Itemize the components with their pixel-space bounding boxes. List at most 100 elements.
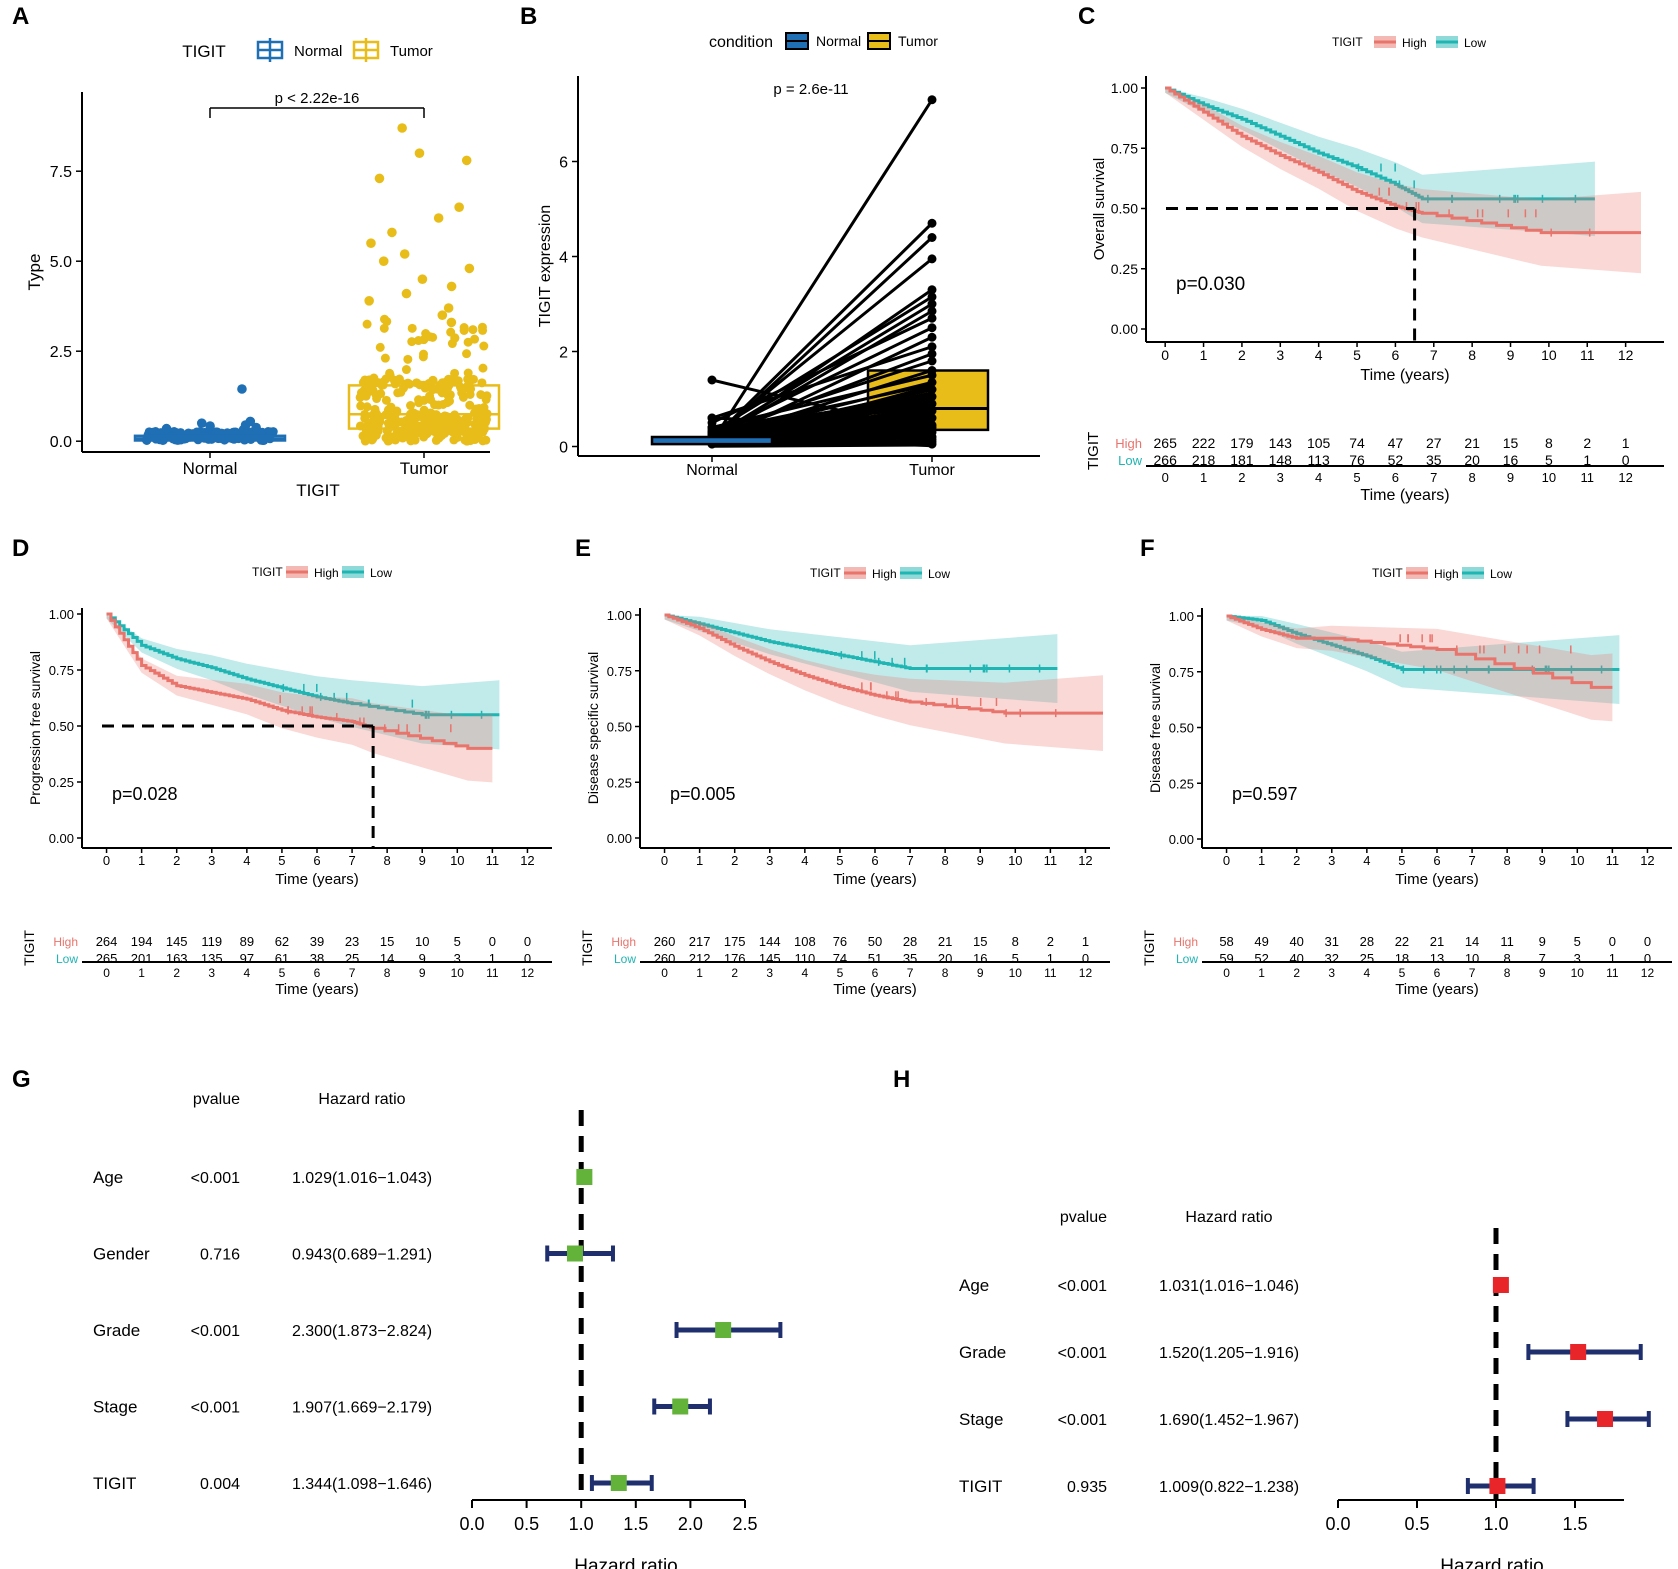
panel-label-e: E (575, 535, 591, 562)
risk-count-high: 108 (794, 934, 816, 949)
legend-label-low: Low (928, 567, 950, 581)
risk-x-tick-label: 4 (244, 966, 251, 980)
risk-count-high: 260 (654, 934, 676, 949)
pair-line (710, 98, 934, 443)
risk-label-high: High (53, 935, 78, 949)
hr-marker (1570, 1344, 1587, 1360)
risk-count-high: 9 (1539, 934, 1546, 949)
data-point (450, 368, 460, 378)
x-tick-label: 9 (1507, 347, 1515, 363)
tumor-point (927, 292, 937, 302)
data-point (412, 428, 422, 438)
risk-count-low: 10 (1465, 951, 1479, 966)
risk-x-tick-label: 1 (696, 966, 703, 980)
outlier-point (461, 155, 472, 166)
panel-h: pvalue Hazard ratio Age <0.001 1.031(1.016−1… (959, 1209, 1651, 1569)
y-tick-label: 0.00 (1169, 832, 1194, 847)
risk-x-tick-label: 6 (872, 966, 879, 980)
risk-x-tick-label: 0 (1223, 966, 1230, 980)
risk-x-tick-label: 4 (1315, 470, 1322, 485)
x-tick-label: 2 (1238, 347, 1246, 363)
x-tick-label: 8 (942, 853, 949, 868)
risk-count-low: 16 (1503, 452, 1519, 468)
data-point (371, 430, 381, 440)
data-point (406, 401, 416, 411)
outlier-point (196, 418, 207, 429)
tumor-point (927, 356, 937, 366)
risk-count-low: 0 (1644, 951, 1651, 966)
data-point (446, 327, 456, 337)
risk-x-tick-label: 9 (1507, 470, 1514, 485)
x-tick-label: 1 (1258, 853, 1265, 868)
x-tick-label: 4 (1315, 347, 1323, 363)
y-tick-label: 0.25 (607, 775, 632, 790)
risk-count-high: 27 (1426, 435, 1442, 451)
x-tick-label: 2.5 (732, 1514, 757, 1534)
data-point (431, 384, 441, 394)
risk-x-axis-label: Time (years) (1360, 487, 1449, 504)
hr-marker (1492, 1277, 1509, 1293)
risk-x-tick-label: 4 (1364, 966, 1371, 980)
row-pvalue: <0.001 (191, 1400, 240, 1417)
legend-title: TIGIT (810, 566, 841, 580)
y-axis-label: TIGIT expression (537, 205, 554, 327)
panel-label-h: H (893, 1066, 910, 1093)
x-tick-label: 11 (1606, 853, 1620, 868)
risk-count-high: 50 (868, 934, 882, 949)
risk-count-low: 0 (524, 951, 531, 966)
data-point (266, 427, 276, 437)
data-point (413, 336, 423, 346)
x-tick-label: 6 (871, 853, 878, 868)
row-hazard-ratio: 1.344(1.098−1.646) (292, 1476, 432, 1493)
row-pvalue: <0.001 (191, 1170, 240, 1187)
risk-x-tick-label: 9 (419, 966, 426, 980)
risk-count-low: 1 (1047, 951, 1054, 966)
panel-label-d: D (12, 535, 29, 562)
panel-label-f: F (1140, 535, 1155, 562)
x-axis-label: Time (years) (275, 871, 359, 888)
risk-x-tick-label: 1 (1258, 966, 1265, 980)
risk-count-low: 0 (1082, 951, 1089, 966)
risk-count-low: 5 (1012, 951, 1019, 966)
risk-count-low: 35 (903, 951, 917, 966)
data-point (463, 417, 473, 427)
risk-count-high: 194 (131, 934, 153, 949)
hr-marker (1489, 1478, 1506, 1494)
risk-x-tick-label: 9 (1539, 966, 1546, 980)
risk-x-tick-label: 5 (1399, 966, 1406, 980)
risk-count-low: 145 (759, 951, 781, 966)
risk-count-low: 25 (1360, 951, 1374, 966)
tumor-point (927, 323, 937, 333)
x-tick-label: 8 (1504, 853, 1511, 868)
x-tick-label: 10 (1008, 853, 1022, 868)
x-tick-label: 7 (348, 853, 355, 868)
risk-count-low: 113 (1308, 452, 1331, 468)
y-tick-label: 0.75 (1111, 140, 1138, 156)
outlier-point (443, 303, 454, 313)
tumor-point (927, 313, 937, 323)
survival-curve-low (106, 612, 500, 717)
data-point (473, 418, 483, 428)
y-tick-label: 1.00 (49, 607, 74, 622)
legend-label-tumor: Tumor (390, 43, 433, 60)
x-tick-label: 2.0 (678, 1514, 703, 1534)
x-tick-label: 0 (661, 853, 668, 868)
data-point (356, 388, 366, 398)
x-tick-label: Tumor (400, 459, 449, 478)
row-label: Grade (93, 1321, 140, 1340)
data-point (466, 384, 476, 394)
survival-curve-low (1165, 86, 1595, 201)
y-tick-label: 0.00 (607, 831, 632, 846)
risk-x-tick-label: 0 (103, 966, 110, 980)
risk-count-high: 1 (1622, 435, 1630, 451)
x-axis-label: Hazard ratio (1440, 1556, 1544, 1569)
outlier-point (387, 227, 397, 238)
risk-count-low: 110 (794, 951, 815, 966)
hr-marker (1597, 1411, 1614, 1427)
risk-count-high: 14 (1465, 934, 1479, 949)
legend-title: TIGIT (1372, 566, 1403, 580)
risk-count-high: 179 (1230, 435, 1254, 451)
